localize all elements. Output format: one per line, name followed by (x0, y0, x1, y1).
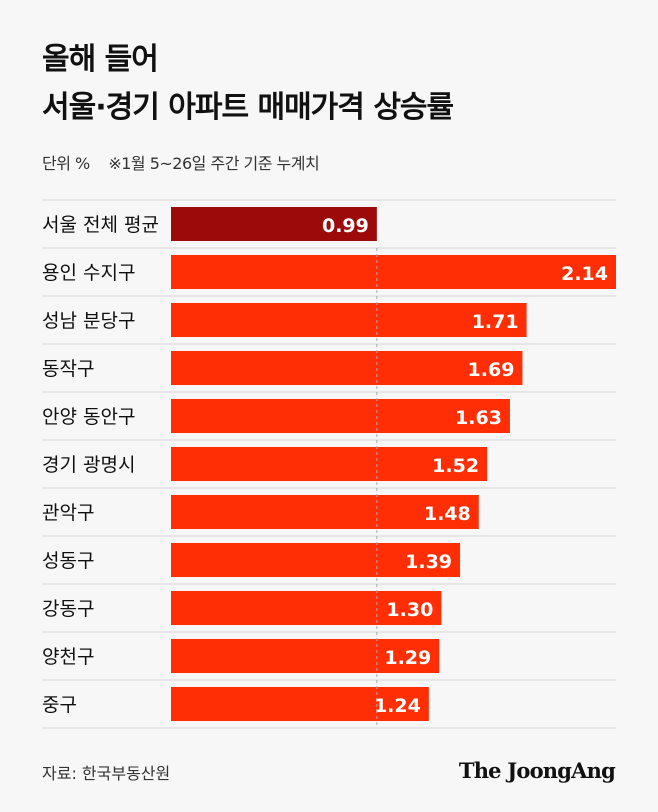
category-label: 안양 동안구 (42, 406, 135, 428)
source-label: 자료: 한국부동산원 (42, 764, 171, 783)
note-label: ※1월 5~26일 주간 기준 누계치 (108, 154, 320, 173)
category-label: 동작구 (42, 358, 94, 380)
unit-line: 단위 % ※1월 5~26일 주간 기준 누계치 (42, 150, 320, 174)
category-label: 관악구 (42, 502, 94, 524)
bar (171, 399, 510, 433)
category-label: 중구 (42, 694, 77, 716)
value-label: 1.39 (405, 551, 452, 573)
value-label: 1.52 (432, 455, 479, 477)
value-label: 1.48 (424, 503, 471, 525)
bar (171, 687, 429, 721)
bar-chart: 서울 전체 평균 0.99 용인 수지구 2.14 성남 분당구 1.71 동작구 1.69 안… (42, 199, 616, 729)
category-label: 서울 전체 평균 (42, 214, 159, 236)
value-label: 1.69 (468, 359, 515, 381)
bar (171, 255, 616, 289)
value-label: 1.63 (455, 407, 502, 429)
bar (171, 591, 442, 625)
bar (171, 207, 377, 241)
category-label: 용인 수지구 (42, 262, 135, 284)
bar (171, 351, 523, 385)
publisher-logo: The JoongAng (458, 758, 616, 783)
value-label: 1.71 (472, 311, 519, 333)
bar (171, 303, 527, 337)
category-label: 경기 광명시 (42, 454, 135, 476)
bar (171, 495, 479, 529)
value-label: 1.30 (386, 599, 433, 621)
value-label: 2.14 (561, 263, 608, 285)
value-label: 1.29 (384, 647, 431, 669)
category-label: 강동구 (42, 598, 94, 620)
bar (171, 543, 461, 577)
bar (171, 447, 488, 481)
category-label: 성동구 (42, 550, 94, 572)
value-label: 0.99 (322, 215, 369, 237)
unit-label: 단위 % (42, 154, 90, 173)
value-label: 1.24 (374, 695, 421, 717)
title-line-2: 서울·경기 아파트 매매가격 상승률 (42, 90, 454, 125)
bar (171, 639, 440, 673)
category-label: 양천구 (42, 646, 94, 668)
chart-title: 올해 들어 서울·경기 아파트 매매가격 상승률 (42, 36, 454, 132)
title-line-1: 올해 들어 (42, 42, 159, 77)
category-label: 성남 분당구 (42, 310, 135, 332)
